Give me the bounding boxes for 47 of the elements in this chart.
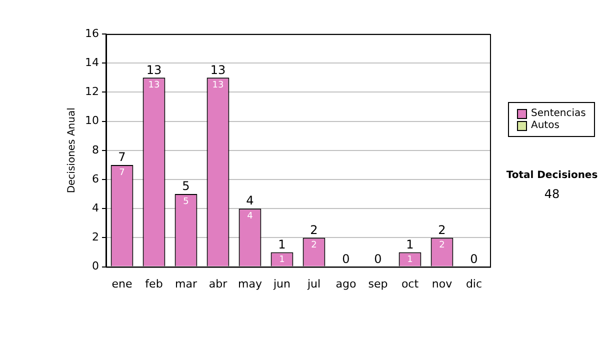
data-label: 4 (247, 211, 254, 222)
total-label: 7 (118, 150, 126, 164)
legend-label: Sentencias (530, 108, 586, 119)
y-tick-label: 16 (84, 26, 99, 40)
data-label: 13 (148, 80, 160, 90)
data-label: 7 (119, 168, 125, 178)
total-label: 13 (210, 62, 226, 77)
x-tick-label: dic (466, 277, 482, 290)
y-tick-label: 4 (92, 201, 99, 214)
x-tick-label: feb (145, 277, 163, 290)
legend-label: Autos (530, 120, 560, 131)
y-tick-label: 2 (92, 230, 99, 244)
total-label: 0 (374, 252, 382, 266)
y-tick-label: 10 (84, 114, 99, 128)
y-axis-title: Decisiones Anual (66, 108, 78, 194)
data-label: 13 (212, 80, 224, 90)
total-label: 13 (146, 62, 162, 77)
y-tick-label: 8 (92, 143, 99, 156)
text: Total Decisiones (505, 170, 599, 181)
total-label: 1 (406, 237, 414, 252)
x-tick-label: abr (208, 277, 228, 290)
x-tick-label: may (238, 277, 262, 290)
total-label: 1 (278, 237, 286, 252)
x-tick-label: ago (336, 277, 356, 290)
x-tick-label: sep (368, 277, 388, 290)
data-label: 1 (407, 255, 413, 266)
y-tick-label: 6 (92, 172, 99, 186)
x-tick-label: mar (175, 277, 198, 290)
y-tick-label: 0 (92, 260, 99, 273)
x-tick-label: ene (112, 277, 132, 290)
data-label: 2 (439, 240, 445, 251)
total-label: 2 (310, 222, 318, 237)
total-label: 0 (470, 252, 478, 266)
text: 48 (543, 187, 561, 201)
x-tick-label: oct (401, 277, 420, 290)
x-tick-label: jun (272, 277, 291, 290)
total-label: 0 (342, 252, 350, 266)
x-tick-label: nov (432, 277, 453, 290)
data-label: 2 (311, 240, 317, 251)
data-label: 5 (183, 196, 189, 207)
y-tick-label: 12 (84, 85, 99, 98)
y-tick-label: 14 (84, 56, 99, 69)
data-label: 1 (279, 255, 285, 266)
total-label: 4 (246, 194, 254, 208)
x-tick-label: jul (306, 277, 321, 290)
total-label: 2 (438, 222, 446, 237)
total-label: 5 (182, 179, 190, 194)
